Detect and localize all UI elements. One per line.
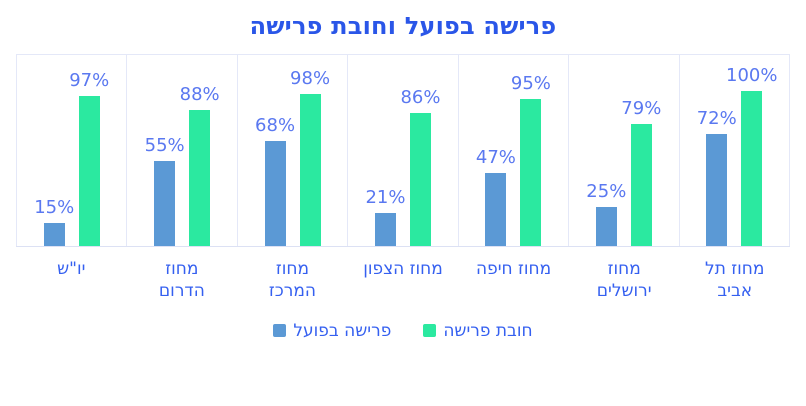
mandatory-bar — [741, 91, 763, 246]
mandatory-value-label: 97% — [69, 70, 110, 91]
x-axis-labels: יו"ש מחוז הדרום מחוז המרכז מחוז הצפון מחוז חיפ… — [16, 258, 790, 303]
actual-bar — [43, 223, 65, 246]
category-panel: 15% 97% — [16, 54, 128, 246]
mandatory-bar — [630, 124, 652, 246]
mandatory-bar-group: 98% — [290, 68, 330, 246]
legend-item-actual: פרישה בפועל — [273, 321, 391, 341]
actual-value-label: 47% — [475, 147, 516, 168]
actual-bar-group: 21% — [365, 187, 405, 246]
category-panel: 72% 100% — [679, 54, 790, 246]
mandatory-bar — [78, 96, 100, 246]
actual-bar-group: 47% — [476, 147, 516, 246]
mandatory-bar — [409, 113, 431, 246]
category-panel: 25% 79% — [569, 54, 680, 246]
category-panel: 21% 86% — [348, 54, 459, 246]
mandatory-bar — [520, 99, 542, 246]
actual-bar — [264, 141, 286, 246]
category-panel: 55% 88% — [127, 54, 238, 246]
mandatory-bar-group: 97% — [69, 70, 109, 246]
actual-value-label: 15% — [34, 197, 75, 218]
mandatory-bar-group: 95% — [511, 73, 551, 246]
actual-bar — [595, 207, 617, 246]
actual-bar — [374, 213, 396, 246]
chart-title: פרישה בפועל וחובת פרישה — [249, 12, 557, 40]
mandatory-bar — [299, 94, 321, 246]
legend-swatch-mandatory — [423, 324, 437, 338]
actual-value-label: 68% — [255, 115, 296, 136]
mandatory-value-label: 100% — [726, 65, 778, 86]
x-axis-label: מחוז המרכז — [268, 259, 316, 302]
x-axis-label: יו"ש — [57, 259, 86, 279]
actual-bar-group: 72% — [697, 108, 737, 246]
mandatory-value-label: 95% — [510, 73, 551, 94]
actual-value-label: 72% — [696, 108, 737, 129]
plot-area: 15% 97% 55% 88% 68% 98% 21% 86% 47% 95% 25% 79% 72% 1… — [16, 54, 790, 303]
x-axis-label: מחוז הצפון — [363, 259, 443, 279]
actual-bar-group: 25% — [586, 181, 626, 246]
legend-label-mandatory: חובת פרישה — [443, 320, 533, 341]
legend: פרישה בפועל חובת פרישה — [0, 321, 806, 341]
actual-bar — [706, 134, 728, 246]
actual-bar-group: 15% — [34, 197, 74, 246]
x-axis-label: מחוז הדרום — [158, 259, 205, 302]
legend-label-actual: פרישה בפועל — [293, 320, 392, 341]
mandatory-value-label: 86% — [400, 87, 441, 108]
mandatory-bar-group: 86% — [400, 87, 440, 246]
mandatory-bar-group: 100% — [726, 65, 777, 246]
category-panel: 47% 95% — [458, 54, 570, 246]
x-axis-label: מחוז ירושלים — [596, 259, 652, 302]
category-panel: 68% 98% — [237, 54, 349, 246]
actual-value-label: 25% — [586, 181, 627, 202]
mandatory-value-label: 79% — [621, 98, 662, 119]
mandatory-bar — [189, 110, 211, 246]
x-axis-label: מחוז חיפה — [475, 259, 552, 279]
actual-bar-group: 55% — [145, 135, 185, 246]
actual-bar — [485, 173, 507, 246]
legend-swatch-actual — [273, 324, 287, 338]
bar-panels: 15% 97% 55% 88% 68% 98% 21% 86% 47% 95% 25% 79% 72% 1… — [16, 54, 790, 247]
mandatory-bar-group: 79% — [621, 98, 661, 246]
actual-value-label: 21% — [365, 187, 406, 208]
legend-item-mandatory: חובת פרישה — [423, 320, 533, 341]
actual-bar — [154, 161, 176, 246]
mandatory-value-label: 88% — [179, 84, 220, 105]
mandatory-bar-group: 88% — [180, 84, 220, 246]
mandatory-value-label: 98% — [290, 68, 331, 89]
x-axis-label: מחוז תל אביב — [705, 259, 765, 302]
actual-value-label: 55% — [144, 135, 185, 156]
actual-bar-group: 68% — [255, 115, 295, 246]
